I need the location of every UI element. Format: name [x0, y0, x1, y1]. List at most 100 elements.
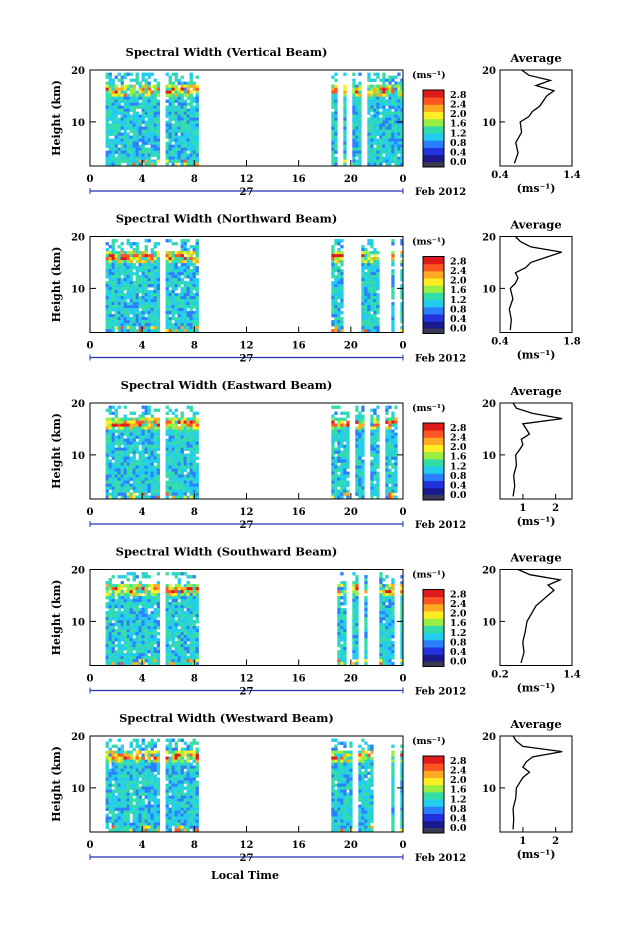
heatmap-cell — [168, 308, 172, 312]
heatmap-cell — [358, 153, 362, 157]
heatmap-cell — [379, 99, 383, 103]
heatmap-cell — [343, 653, 347, 657]
heatmap-cell — [123, 96, 127, 100]
heatmap-cell — [165, 492, 169, 496]
heatmap-cell — [177, 638, 181, 642]
heatmap-cell — [123, 84, 127, 88]
heatmap-cell — [135, 156, 139, 160]
heatmap-cell — [370, 432, 374, 436]
heatmap-cell — [171, 108, 175, 112]
heatmap-cell — [150, 659, 154, 663]
average-profile-line — [517, 568, 563, 664]
heatmap-cell — [370, 102, 374, 106]
heatmap-cell — [343, 489, 347, 493]
heatmap-cell — [171, 72, 175, 76]
heatmap-cell — [132, 420, 136, 424]
heatmap-cell — [183, 438, 187, 442]
heatmap-cell — [138, 435, 142, 439]
heatmap-cell — [141, 495, 145, 499]
heatmap-cell — [337, 435, 341, 439]
heatmap-cell — [343, 159, 347, 163]
heatmap-cell — [114, 108, 118, 112]
heatmap-cell — [105, 108, 109, 112]
heatmap-cell — [153, 96, 157, 100]
colorbar-swatch — [423, 147, 444, 156]
colorbar-swatch — [423, 97, 444, 105]
heatmap-cell — [373, 465, 377, 469]
heatmap-cell — [382, 623, 386, 627]
heatmap-cell — [186, 96, 190, 100]
heatmap-cell — [108, 450, 112, 454]
heatmap-cell — [180, 614, 184, 618]
colorbar-frame — [422, 89, 445, 168]
heatmap-cell — [123, 468, 127, 472]
heatmap-cell — [111, 638, 115, 642]
heatmap-cell — [168, 462, 172, 466]
heatmap-cell — [117, 465, 121, 469]
heatmap-cell — [400, 581, 403, 585]
heatmap-cell — [379, 78, 383, 82]
heatmap-cell — [117, 459, 121, 463]
heatmap-cell — [192, 423, 196, 427]
heatmap-cell — [195, 111, 199, 115]
heatmap-cell — [135, 272, 139, 276]
heatmap-cell — [195, 587, 199, 591]
heatmap-cell — [171, 96, 175, 100]
heatmap-cell — [165, 632, 169, 636]
heatmap-cell — [135, 81, 139, 85]
heatmap-cell — [400, 611, 403, 615]
heatmap-cell — [174, 420, 178, 424]
heatmap-cell — [183, 269, 187, 273]
heatmap-cell — [394, 489, 398, 493]
heatmap-cell — [177, 102, 181, 106]
heatmap-cell — [337, 653, 341, 657]
heatmap-cell — [123, 317, 127, 321]
heatmap-cell — [183, 81, 187, 85]
heatmap-cell — [150, 638, 154, 642]
heatmap-cell — [340, 326, 344, 330]
heatmap-cell — [183, 495, 187, 499]
heatmap-cell — [135, 293, 139, 297]
heatmap-cell — [126, 147, 130, 151]
heatmap-cell — [153, 296, 157, 300]
heatmap-cell — [126, 456, 130, 460]
heatmap-cell — [111, 477, 115, 481]
heatmap-cell — [120, 456, 124, 460]
heatmap-cell — [379, 608, 383, 612]
heatmap-cell — [364, 656, 368, 660]
heatmap-cell — [195, 656, 199, 660]
heatmap-cell — [168, 408, 172, 412]
heatmap-cell — [105, 90, 109, 94]
heatmap-cell — [186, 599, 190, 603]
heatmap-cell — [117, 626, 121, 630]
heatmap-cell — [192, 114, 196, 118]
heatmap-cell — [129, 308, 133, 312]
heatmap-cell — [171, 644, 175, 648]
heatmap-cell — [370, 272, 374, 276]
heatmap-cell — [192, 153, 196, 157]
heatmap-cell — [123, 147, 127, 151]
heatmap-cell — [373, 114, 377, 118]
heatmap-cell — [367, 111, 371, 115]
heatmap-cell — [189, 438, 193, 442]
heatmap-cell — [355, 489, 359, 493]
heatmap-cell — [165, 105, 169, 109]
heatmap-cell — [388, 84, 392, 88]
heatmap-cell — [117, 72, 121, 76]
heatmap-cell — [195, 251, 199, 255]
heatmap-cell — [379, 593, 383, 597]
heatmap-cell — [141, 87, 145, 91]
heatmap-cell — [153, 596, 157, 600]
heatmap-cell — [120, 263, 124, 267]
heatmap-cell — [105, 314, 109, 318]
heatmap-cell — [174, 150, 178, 154]
heatmap-cell — [343, 132, 347, 136]
heatmap-cell — [165, 323, 169, 327]
heatmap-cell — [156, 278, 160, 282]
colorbar-tick-label: 2.8 — [450, 590, 467, 601]
heatmap-cell — [180, 659, 184, 663]
heatmap-cell — [370, 284, 374, 288]
heatmap-cell — [379, 584, 383, 588]
heatmap-cell — [105, 320, 109, 324]
heatmap-cell — [379, 599, 383, 603]
